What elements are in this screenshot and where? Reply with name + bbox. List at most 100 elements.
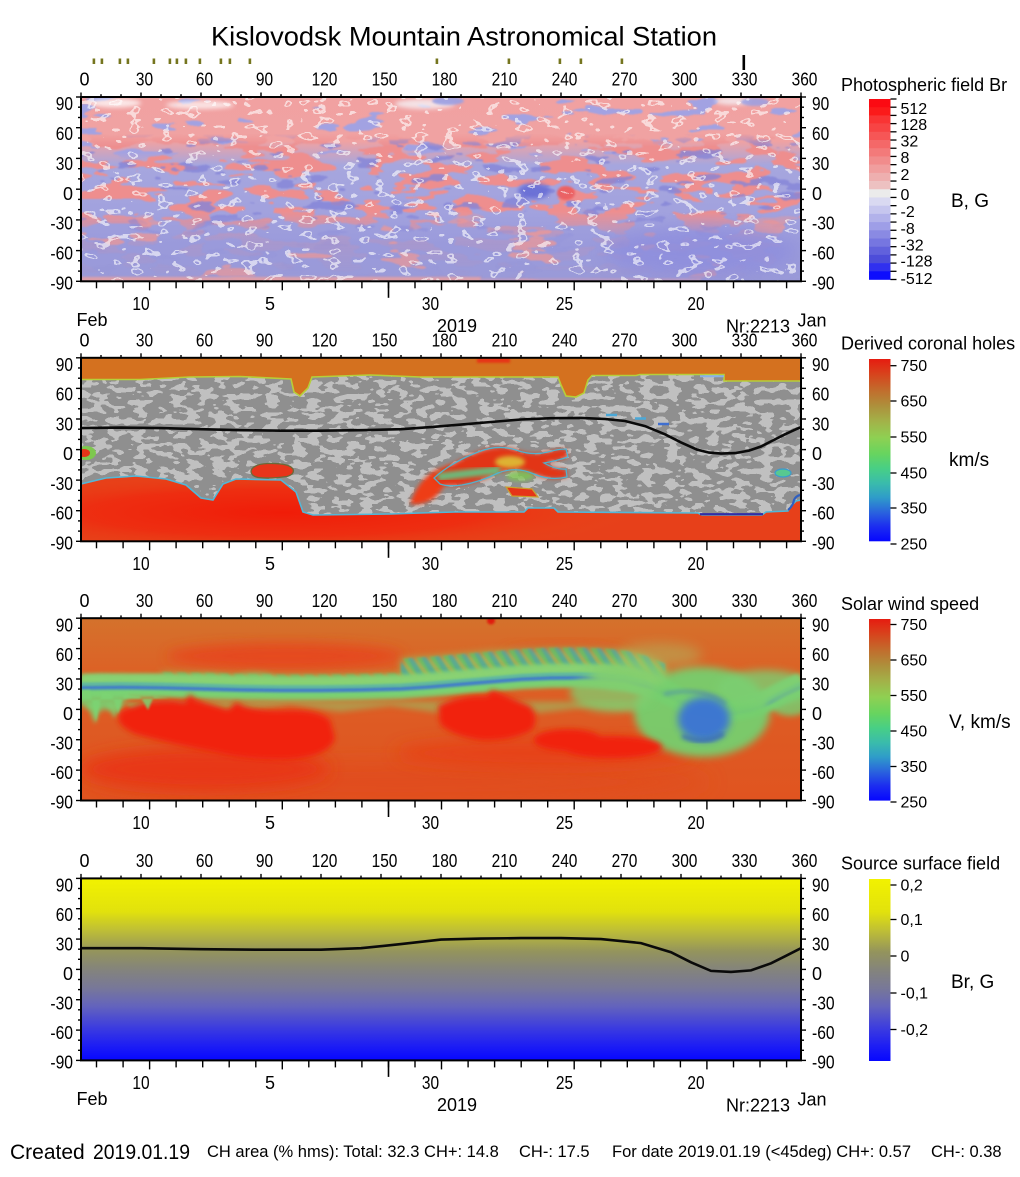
svg-text:0: 0 — [63, 964, 73, 984]
svg-text:Derived coronal holes: Derived coronal holes — [841, 334, 1015, 354]
svg-text:Br, G: Br, G — [951, 972, 994, 993]
svg-text:30: 30 — [136, 851, 153, 871]
svg-text:90: 90 — [812, 94, 829, 114]
svg-text:5: 5 — [265, 813, 275, 833]
svg-text:450: 450 — [901, 466, 928, 483]
svg-text:-60: -60 — [50, 244, 73, 264]
svg-text:30: 30 — [812, 414, 829, 434]
svg-text:300: 300 — [672, 851, 698, 871]
svg-text:CH area (% hms): Total: 32.3 C: CH area (% hms): Total: 32.3 CH+: 14.8 — [207, 1143, 499, 1161]
svg-text:-512: -512 — [901, 271, 933, 288]
svg-text:300: 300 — [672, 70, 698, 90]
svg-text:-60: -60 — [812, 1023, 835, 1043]
svg-text:5: 5 — [265, 294, 275, 314]
svg-text:30: 30 — [422, 294, 439, 314]
svg-text:60: 60 — [196, 851, 213, 871]
svg-text:20: 20 — [687, 294, 704, 314]
svg-text:-0,2: -0,2 — [901, 1022, 929, 1039]
svg-text:350: 350 — [901, 759, 928, 776]
svg-text:30: 30 — [136, 70, 153, 90]
svg-text:-60: -60 — [812, 504, 835, 524]
svg-text:Feb: Feb — [76, 1089, 107, 1109]
svg-text:60: 60 — [56, 645, 73, 665]
svg-text:650: 650 — [901, 653, 928, 670]
svg-text:-60: -60 — [50, 504, 73, 524]
svg-text:0: 0 — [812, 704, 822, 724]
svg-text:60: 60 — [56, 905, 73, 925]
svg-text:30: 30 — [812, 154, 829, 174]
svg-text:90: 90 — [812, 355, 829, 375]
svg-text:For date 2019.01.19 (<45deg) C: For date 2019.01.19 (<45deg) CH+: 0.57 — [612, 1143, 911, 1161]
svg-text:512: 512 — [901, 101, 928, 118]
svg-text:60: 60 — [812, 905, 829, 925]
svg-text:30: 30 — [56, 674, 73, 694]
svg-text:60: 60 — [196, 70, 213, 90]
svg-text:10: 10 — [132, 294, 149, 314]
svg-text:0: 0 — [79, 591, 89, 611]
svg-text:30: 30 — [56, 935, 73, 955]
svg-text:B, G: B, G — [951, 191, 989, 212]
svg-text:240: 240 — [552, 331, 578, 351]
svg-text:0: 0 — [63, 444, 73, 464]
svg-text:180: 180 — [432, 851, 458, 871]
svg-text:120: 120 — [312, 331, 338, 351]
svg-text:-0,1: -0,1 — [901, 986, 929, 1003]
svg-text:2: 2 — [901, 167, 910, 184]
svg-text:-30: -30 — [50, 994, 73, 1014]
svg-text:20: 20 — [687, 1073, 704, 1093]
svg-text:90: 90 — [56, 94, 73, 114]
svg-text:0: 0 — [901, 187, 910, 204]
svg-text:-60: -60 — [50, 763, 73, 783]
svg-text:360: 360 — [792, 851, 818, 871]
svg-text:-90: -90 — [50, 533, 73, 553]
svg-text:-90: -90 — [50, 1053, 73, 1073]
svg-text:25: 25 — [556, 813, 573, 833]
svg-text:-60: -60 — [50, 1023, 73, 1043]
svg-text:25: 25 — [556, 1073, 573, 1093]
svg-text:-30: -30 — [812, 474, 835, 494]
svg-text:-60: -60 — [812, 763, 835, 783]
svg-text:30: 30 — [56, 154, 73, 174]
svg-text:30: 30 — [422, 813, 439, 833]
svg-text:-90: -90 — [50, 793, 73, 813]
svg-text:330: 330 — [732, 591, 758, 611]
svg-text:-60: -60 — [812, 244, 835, 264]
svg-text:60: 60 — [812, 385, 829, 405]
svg-text:60: 60 — [812, 124, 829, 144]
svg-text:0,2: 0,2 — [901, 878, 923, 895]
svg-text:-2: -2 — [901, 204, 915, 221]
svg-text:V, km/s: V, km/s — [949, 712, 1011, 733]
svg-text:km/s: km/s — [949, 450, 989, 471]
svg-text:270: 270 — [612, 851, 638, 871]
svg-text:120: 120 — [312, 591, 338, 611]
svg-text:-90: -90 — [50, 273, 73, 293]
svg-text:2019: 2019 — [437, 316, 477, 336]
svg-text:Jan: Jan — [797, 310, 826, 330]
svg-text:240: 240 — [552, 70, 578, 90]
svg-text:2019: 2019 — [437, 1095, 477, 1115]
svg-text:90: 90 — [56, 876, 73, 896]
svg-text:120: 120 — [312, 70, 338, 90]
svg-text:-30: -30 — [50, 214, 73, 234]
svg-text:20: 20 — [687, 554, 704, 574]
svg-text:210: 210 — [492, 331, 518, 351]
svg-text:-90: -90 — [812, 533, 835, 553]
svg-text:30: 30 — [812, 674, 829, 694]
svg-text:250: 250 — [901, 795, 928, 812]
svg-text:-8: -8 — [901, 221, 915, 238]
svg-text:32: 32 — [901, 134, 919, 151]
svg-text:Photospheric field Br: Photospheric field Br — [841, 75, 1007, 95]
svg-text:550: 550 — [901, 430, 928, 447]
svg-text:0: 0 — [812, 964, 822, 984]
svg-text:Solar wind speed: Solar wind speed — [841, 594, 979, 614]
svg-text:150: 150 — [372, 591, 398, 611]
svg-text:150: 150 — [372, 851, 398, 871]
svg-text:180: 180 — [432, 591, 458, 611]
svg-text:10: 10 — [132, 1073, 149, 1093]
svg-text:180: 180 — [432, 70, 458, 90]
svg-text:270: 270 — [612, 591, 638, 611]
svg-text:180: 180 — [432, 331, 458, 351]
svg-text:CH-: 17.5: CH-: 17.5 — [519, 1143, 590, 1161]
svg-text:0: 0 — [63, 704, 73, 724]
svg-text:240: 240 — [552, 591, 578, 611]
